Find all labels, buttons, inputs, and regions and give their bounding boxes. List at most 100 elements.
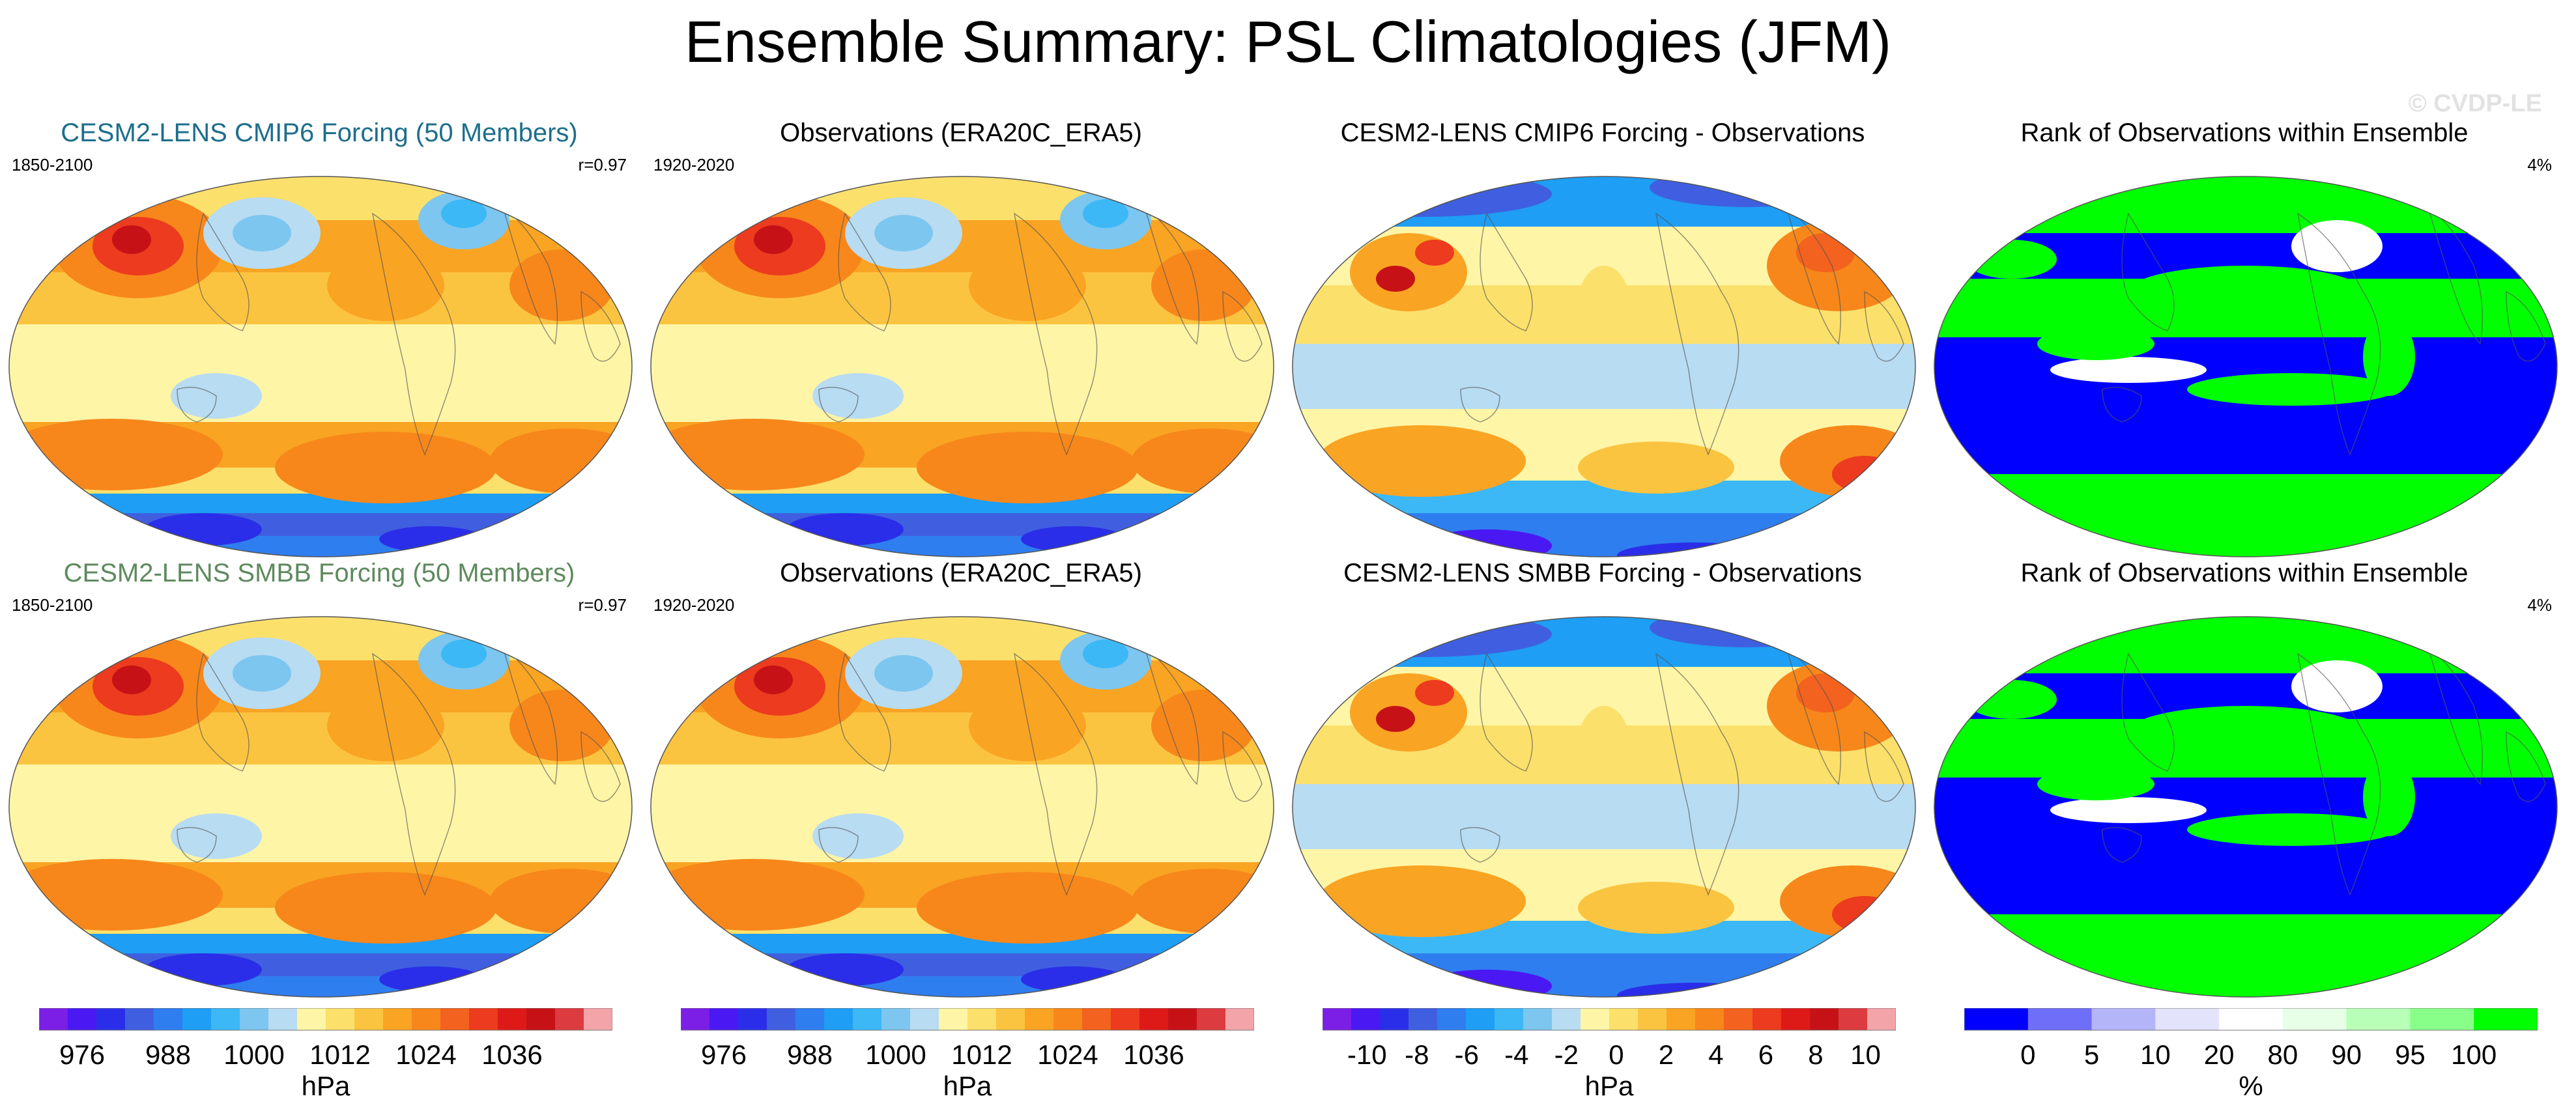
- contour-cell: [275, 432, 496, 503]
- colorbar-tick-label: 1012: [309, 1039, 370, 1070]
- colorbar-swatch: [681, 1008, 710, 1030]
- colorbar-tick-label: -4: [1504, 1039, 1528, 1070]
- contour-cell: [1415, 680, 1454, 706]
- contour-cell: [441, 199, 487, 228]
- coastline: [2297, 653, 2381, 896]
- colorbar-swatch: [1025, 1008, 1054, 1030]
- colorbar-tick-label: 0: [2020, 1039, 2035, 1070]
- coastline: [1460, 826, 1500, 863]
- colorbar-swatch: [1552, 1008, 1581, 1030]
- rank-cell: [2128, 266, 2363, 318]
- colorbar-swatch: [2410, 1008, 2474, 1030]
- colorbar-swatch: [1111, 1008, 1140, 1030]
- panel-r1-c0: CESM2-LENS SMBB Forcing (50 Members) 185…: [0, 559, 638, 1002]
- coastline: [580, 290, 621, 362]
- colorbar-tick-label: 1024: [395, 1039, 456, 1070]
- coastline: [1222, 731, 1263, 802]
- colorbar-swatch: [1753, 1008, 1782, 1030]
- coastline: [1222, 290, 1263, 362]
- contour-cell: [1151, 690, 1255, 761]
- colorbar-tick-label: -6: [1455, 1039, 1479, 1070]
- contour-band: [9, 934, 632, 954]
- contour-cell: [327, 690, 444, 761]
- colorbar-swatch: [853, 1008, 882, 1030]
- colorbar-swatch: [1781, 1008, 1810, 1030]
- rank-cell: [1966, 240, 2057, 279]
- colorbar-swatch: [1638, 1008, 1667, 1030]
- colorbar-tick-label: 10: [2140, 1039, 2171, 1070]
- rank-cell: [2363, 318, 2415, 396]
- coastline: [1014, 653, 1098, 896]
- colorbar-swatch: [910, 1008, 939, 1030]
- contour-band: [1293, 953, 1915, 997]
- map-rank: [1934, 616, 2558, 998]
- colorbar-tick-label: -8: [1405, 1039, 1429, 1070]
- contour-band: [1293, 784, 1915, 850]
- colorbar-swatch: [709, 1008, 739, 1030]
- contour-cell: [509, 690, 614, 761]
- rank-cell: [2050, 357, 2207, 383]
- rank-cell: [2037, 768, 2154, 800]
- rank-cell: [2291, 660, 2383, 712]
- contour-cell: [233, 655, 291, 692]
- colorbar-swatch: [1380, 1008, 1409, 1030]
- colorbar-swatch: [240, 1008, 269, 1030]
- panel-title: CESM2-LENS SMBB Forcing - Observations: [1343, 559, 1862, 587]
- colorbar-swatch: [2474, 1008, 2538, 1030]
- map-psl: [650, 616, 1274, 998]
- contour-band: [1293, 344, 1915, 410]
- coastline: [838, 212, 891, 331]
- coastline: [2102, 386, 2142, 423]
- contour-cell: [969, 690, 1086, 761]
- contour-cell: [233, 215, 291, 251]
- coastline: [1864, 731, 1904, 802]
- colorbar-tick-label: 1012: [951, 1039, 1012, 1070]
- map-outline: [1292, 616, 1916, 998]
- coastline: [2121, 653, 2175, 772]
- colorbar-swatch: [2346, 1008, 2411, 1030]
- coastline: [580, 731, 621, 802]
- contour-band: [9, 370, 632, 423]
- contour-cell: [9, 419, 223, 490]
- contour-cell: [1021, 526, 1125, 552]
- colorbar-tick-label: 1024: [1037, 1039, 1098, 1070]
- coastline: [1655, 653, 1739, 896]
- panel-stat: 4%: [2527, 155, 2552, 175]
- map-outline: [650, 616, 1274, 998]
- colorbar-swatch: [795, 1008, 825, 1030]
- map-outline: [8, 176, 633, 557]
- colorbar-tick-label: 95: [2395, 1039, 2426, 1070]
- panel-title: Observations (ERA20C_ERA5): [780, 119, 1142, 147]
- panel-stat: 4%: [2527, 595, 2552, 615]
- contour-band: [651, 953, 1274, 977]
- contour-band: [9, 976, 632, 997]
- colorbar-swatch: [354, 1008, 384, 1030]
- contour-band: [9, 953, 632, 977]
- colorbar-tick-label: 5: [2084, 1039, 2099, 1070]
- contour-cell: [917, 432, 1138, 503]
- colorbar-swatch: [1609, 1008, 1639, 1030]
- colorbar-tick-label: 976: [701, 1039, 747, 1070]
- colorbar-swatch: [584, 1008, 612, 1030]
- contour-band: [651, 976, 1274, 997]
- colorbar-tick-label: 1000: [865, 1039, 926, 1070]
- rank-cell: [2037, 328, 2154, 360]
- colorbar-frame: [39, 1008, 612, 1031]
- map-difference: [1292, 176, 1916, 557]
- rank-cell: [2187, 813, 2396, 846]
- contour-band: [9, 176, 632, 221]
- contour-cell: [1415, 240, 1454, 266]
- colorbar-swatch: [1867, 1008, 1896, 1030]
- contour-cell: [1832, 896, 1897, 933]
- coastline: [1785, 206, 1842, 345]
- colorbar-swatch: [125, 1008, 154, 1030]
- panel-r0-c0: CESM2-LENS CMIP6 Forcing (50 Members) 18…: [0, 119, 638, 561]
- rank-band: [1934, 474, 2557, 557]
- contour-cell: [651, 419, 865, 490]
- rank-cell: [2291, 220, 2383, 272]
- colorbar-tick-label: 1036: [481, 1039, 542, 1070]
- colorbar-swatch: [1964, 1008, 2029, 1030]
- coastline: [1655, 212, 1739, 456]
- colorbar-swatch: [68, 1008, 97, 1030]
- colorbar-swatch: [1667, 1008, 1696, 1030]
